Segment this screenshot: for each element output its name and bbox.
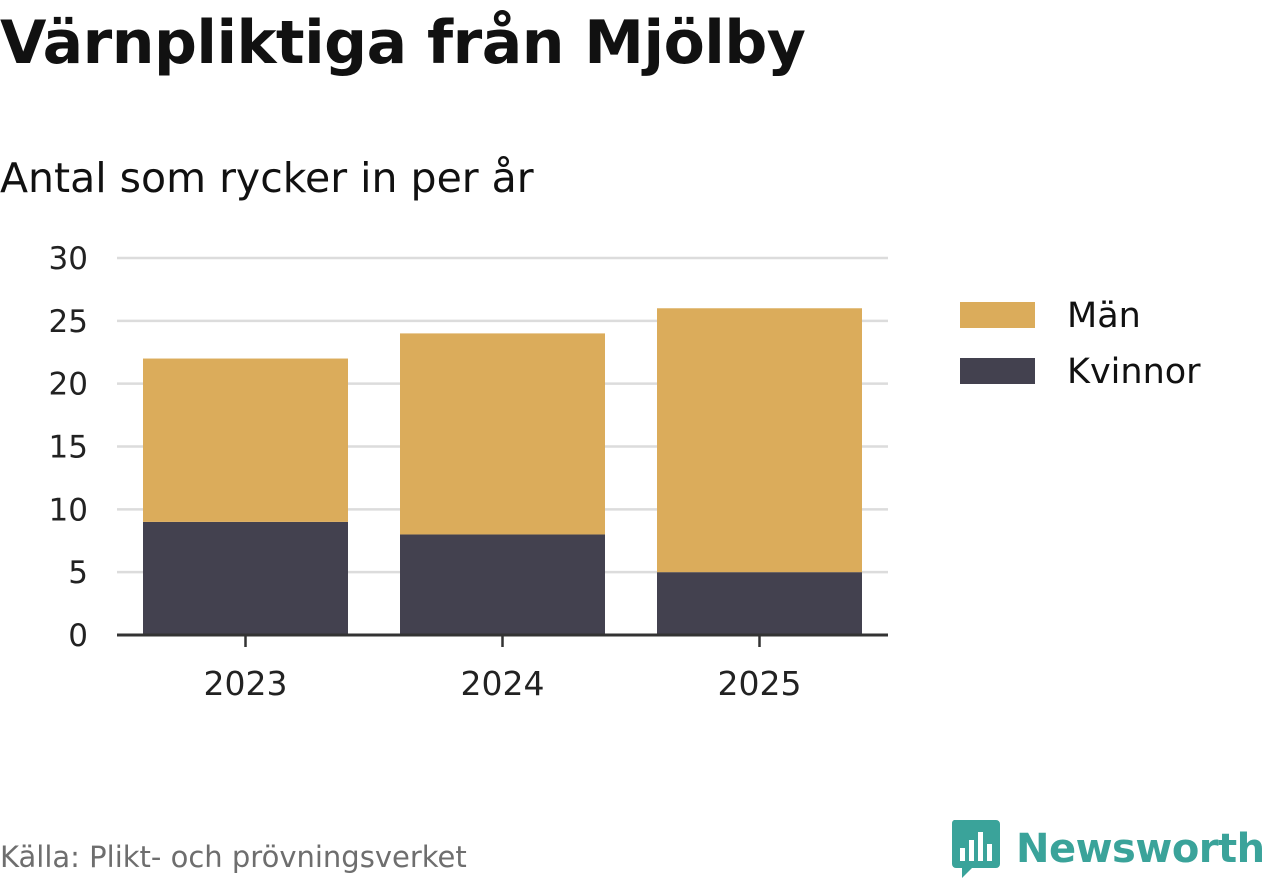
bar-män-2023 [143, 358, 348, 522]
legend-swatch-kvinnor [960, 358, 1035, 384]
bar-män-2025 [657, 308, 862, 573]
source-note: Källa: Plikt- och prövningsverket [0, 840, 467, 874]
bar-chart-speech-icon [951, 820, 1000, 878]
x-tick-label: 2024 [461, 664, 545, 703]
y-tick-label: 0 [68, 618, 88, 654]
brand-name: Newsworthy [1016, 826, 1262, 872]
y-tick-label: 20 [49, 367, 88, 403]
bar-män-2024 [400, 333, 605, 535]
legend-label: Kvinnor [1067, 352, 1201, 392]
chart-title: Värnpliktiga från Mjölby [0, 8, 806, 78]
legend-swatch-män [960, 302, 1035, 328]
y-tick-label: 25 [49, 304, 88, 340]
legend-label: Män [1067, 296, 1141, 336]
x-tick-label: 2023 [204, 664, 288, 703]
bar-kvinnor-2024 [400, 534, 605, 635]
bar-kvinnor-2023 [143, 521, 348, 635]
y-tick-label: 30 [49, 241, 88, 277]
y-tick-label: 15 [49, 430, 88, 466]
bar-kvinnor-2025 [657, 572, 862, 635]
y-tick-label: 10 [49, 492, 88, 528]
brand-logo: Newsworthy [950, 818, 1262, 880]
x-tick-label: 2025 [718, 664, 802, 703]
chart-subtitle: Antal som rycker in per år [0, 154, 534, 202]
y-tick-label: 5 [68, 555, 88, 591]
